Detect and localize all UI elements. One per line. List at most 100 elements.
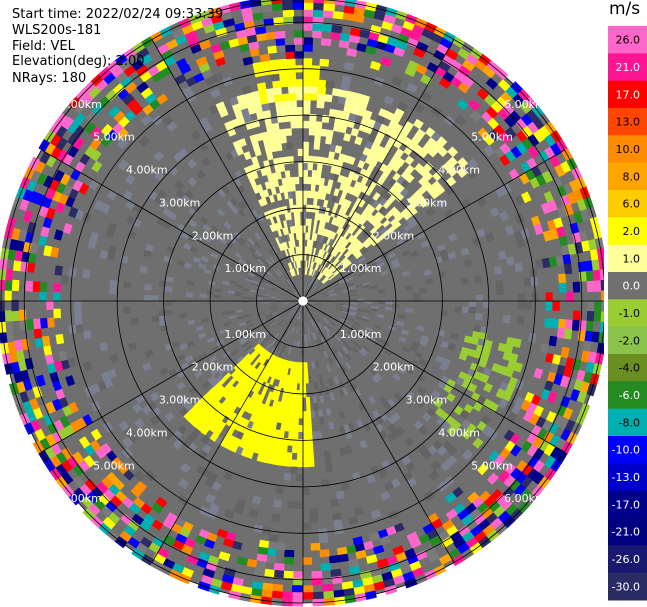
velocity-gate <box>123 306 131 314</box>
velocity-gate <box>544 352 555 364</box>
velocity-gate <box>427 147 438 158</box>
velocity-gate <box>271 3 284 12</box>
range-ring-label: 1.00km <box>340 262 382 275</box>
velocity-gate <box>338 197 345 206</box>
velocity-gate <box>60 274 69 285</box>
velocity-gate <box>252 61 263 71</box>
velocity-gate <box>303 148 309 157</box>
velocity-gate <box>280 373 285 382</box>
velocity-gate <box>367 172 377 182</box>
velocity-gate <box>279 164 286 172</box>
velocity-gate <box>499 131 512 144</box>
velocity-gate <box>387 423 397 434</box>
velocity-gate <box>263 333 271 341</box>
azimuth-spoke <box>302 300 455 563</box>
velocity-gate <box>238 138 247 148</box>
velocity-gate <box>465 53 480 66</box>
velocity-gate <box>293 382 298 391</box>
velocity-gate <box>165 309 173 316</box>
velocity-gate <box>302 592 314 600</box>
velocity-gate <box>326 364 332 373</box>
colorbar-unit: m/s <box>609 0 641 19</box>
velocity-gate <box>100 371 111 382</box>
velocity-gate <box>251 384 258 393</box>
velocity-gate <box>482 301 491 309</box>
velocity-gate <box>266 405 273 414</box>
velocity-gate <box>516 141 528 155</box>
velocity-gate <box>279 72 289 81</box>
velocity-gate <box>372 581 386 591</box>
velocity-gate <box>308 128 316 136</box>
velocity-gate <box>53 282 62 293</box>
velocity-gate <box>337 263 344 270</box>
velocity-gate <box>516 316 525 325</box>
velocity-gate <box>325 80 335 89</box>
velocity-gate <box>417 556 431 568</box>
velocity-gate <box>321 291 329 295</box>
velocity-gate <box>313 198 318 206</box>
velocity-gate <box>269 319 276 325</box>
velocity-gate <box>172 27 186 40</box>
velocity-gate <box>53 418 65 432</box>
colorbar-swatch <box>608 299 647 328</box>
velocity-gate <box>355 549 367 560</box>
velocity-gate <box>334 166 342 176</box>
velocity-gate <box>419 288 428 294</box>
velocity-gate <box>303 44 313 52</box>
velocity-gate <box>251 580 264 590</box>
velocity-gate <box>244 344 253 352</box>
velocity-gate <box>352 536 364 546</box>
velocity-gate <box>228 377 237 386</box>
velocity-gate <box>0 331 8 344</box>
field-label: Field: VEL <box>12 39 75 54</box>
velocity-gate <box>156 217 166 227</box>
velocity-gate <box>445 508 458 521</box>
velocity-gate <box>51 430 63 444</box>
velocity-gate <box>270 306 278 310</box>
velocity-gate <box>151 535 165 548</box>
velocity-gate <box>560 160 572 175</box>
velocity-gate <box>306 281 309 289</box>
velocity-gate <box>419 198 429 208</box>
velocity-gate <box>238 321 247 327</box>
velocity-gate <box>303 23 314 31</box>
velocity-gate <box>323 251 329 260</box>
velocity-gate <box>248 41 260 51</box>
velocity-gate <box>491 363 501 373</box>
colorbar-swatch <box>608 53 647 82</box>
velocity-gate <box>353 239 361 247</box>
velocity-gate <box>337 553 349 563</box>
velocity-gate <box>395 426 406 436</box>
velocity-gate <box>325 136 333 145</box>
velocity-gate <box>108 105 121 118</box>
velocity-gate <box>139 53 154 66</box>
velocity-gate <box>486 472 499 485</box>
azimuth-spoke <box>151 300 304 563</box>
velocity-gate <box>364 203 373 213</box>
velocity-gate <box>267 45 278 54</box>
velocity-gate <box>261 3 274 13</box>
velocity-gate <box>124 81 138 94</box>
velocity-gate <box>261 131 270 141</box>
velocity-gate <box>274 450 282 459</box>
velocity-gate <box>392 181 402 191</box>
velocity-gate <box>413 47 426 59</box>
velocity-gate <box>493 266 503 275</box>
velocity-gate <box>210 43 223 54</box>
velocity-gate <box>430 460 442 471</box>
velocity-gate <box>300 362 303 370</box>
velocity-gate <box>386 36 399 48</box>
velocity-gate <box>247 356 255 365</box>
velocity-gate <box>233 504 244 515</box>
velocity-gate <box>447 342 456 351</box>
velocity-gate <box>499 210 510 222</box>
velocity-gate <box>53 291 61 301</box>
velocity-gate <box>265 123 274 132</box>
velocity-gate <box>279 358 284 367</box>
velocity-gate <box>366 38 379 48</box>
velocity-gate <box>162 207 172 217</box>
velocity-gate <box>415 64 428 75</box>
velocity-gate <box>75 417 87 430</box>
velocity-gate <box>543 455 557 469</box>
velocity-gate <box>305 369 309 377</box>
